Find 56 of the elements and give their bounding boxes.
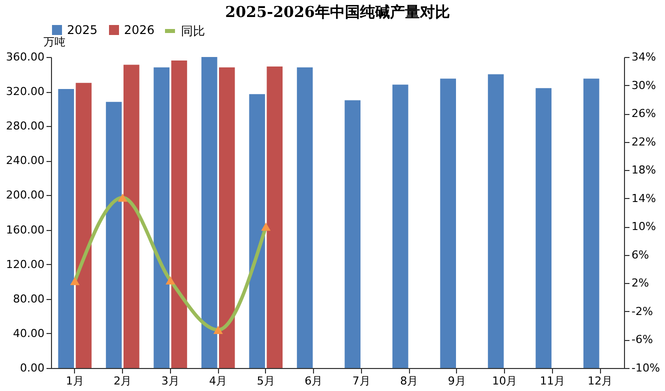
y-axis-title: 万吨 xyxy=(44,36,66,48)
y2-tick-label: -10% xyxy=(632,362,660,374)
bar xyxy=(536,88,552,368)
y2-tick-label: -2% xyxy=(632,304,653,318)
bar xyxy=(171,60,188,368)
y-tick-label: 40.00 xyxy=(13,326,44,340)
y-tick-label: 280.00 xyxy=(6,120,44,133)
bar xyxy=(76,82,92,368)
y2-tick-label: 2% xyxy=(632,276,649,290)
y-tick-label: 0.00 xyxy=(20,362,44,374)
x-tick-label: 6月 xyxy=(304,374,323,388)
bar xyxy=(488,74,504,368)
x-tick-label: 5月 xyxy=(256,374,275,388)
bar xyxy=(58,88,74,368)
bar xyxy=(124,64,140,368)
x-tick-label: 9月 xyxy=(448,374,466,388)
x-tick-label: 10月 xyxy=(492,374,518,388)
legend-label: 同比 xyxy=(181,24,205,38)
x-tick-label: 7月 xyxy=(352,374,370,388)
y2-tick-label: 22% xyxy=(632,135,656,148)
chart-title: 2025-2026年中国纯碱产量对比 xyxy=(225,3,450,21)
bar xyxy=(266,66,283,368)
y-tick-label: 200.00 xyxy=(6,188,44,202)
x-tick-label: 4月 xyxy=(209,374,228,388)
y-tick-label: 360.00 xyxy=(6,50,44,64)
y2-tick-label: 34% xyxy=(632,50,656,64)
y2-tick-label: 30% xyxy=(632,78,656,92)
y2-tick-label: 26% xyxy=(632,107,656,120)
y-tick-label: 240.00 xyxy=(6,154,44,168)
bar xyxy=(249,94,265,368)
bar xyxy=(583,78,600,368)
bar xyxy=(154,67,170,368)
legend-label: 2025 xyxy=(67,23,98,37)
x-tick-label: 11月 xyxy=(540,374,565,388)
y2-tick-label: 14% xyxy=(632,192,656,205)
y2-tick-label: 6% xyxy=(632,248,649,262)
y-tick-label: 320.00 xyxy=(6,85,44,98)
bar xyxy=(201,57,218,368)
y2-tick-label: 10% xyxy=(632,220,656,234)
x-tick-label: 2月 xyxy=(114,374,132,388)
x-tick-label: 8月 xyxy=(400,374,418,388)
x-tick-label: 1月 xyxy=(66,374,84,388)
bar xyxy=(296,67,313,368)
bar xyxy=(106,102,122,368)
bar xyxy=(344,100,360,368)
x-tick-label: 12月 xyxy=(588,374,613,388)
y-tick-label: 120.00 xyxy=(6,258,44,271)
y2-tick-label: 18% xyxy=(632,164,656,177)
bar xyxy=(392,84,408,368)
y2-tick-label: -6% xyxy=(632,333,653,346)
x-tick-label: 3月 xyxy=(161,374,180,388)
y-tick-label: 160.00 xyxy=(6,223,44,236)
bar xyxy=(440,78,456,368)
legend-label: 2026 xyxy=(124,23,155,37)
y-tick-label: 80.00 xyxy=(13,292,44,306)
bar xyxy=(219,67,235,368)
